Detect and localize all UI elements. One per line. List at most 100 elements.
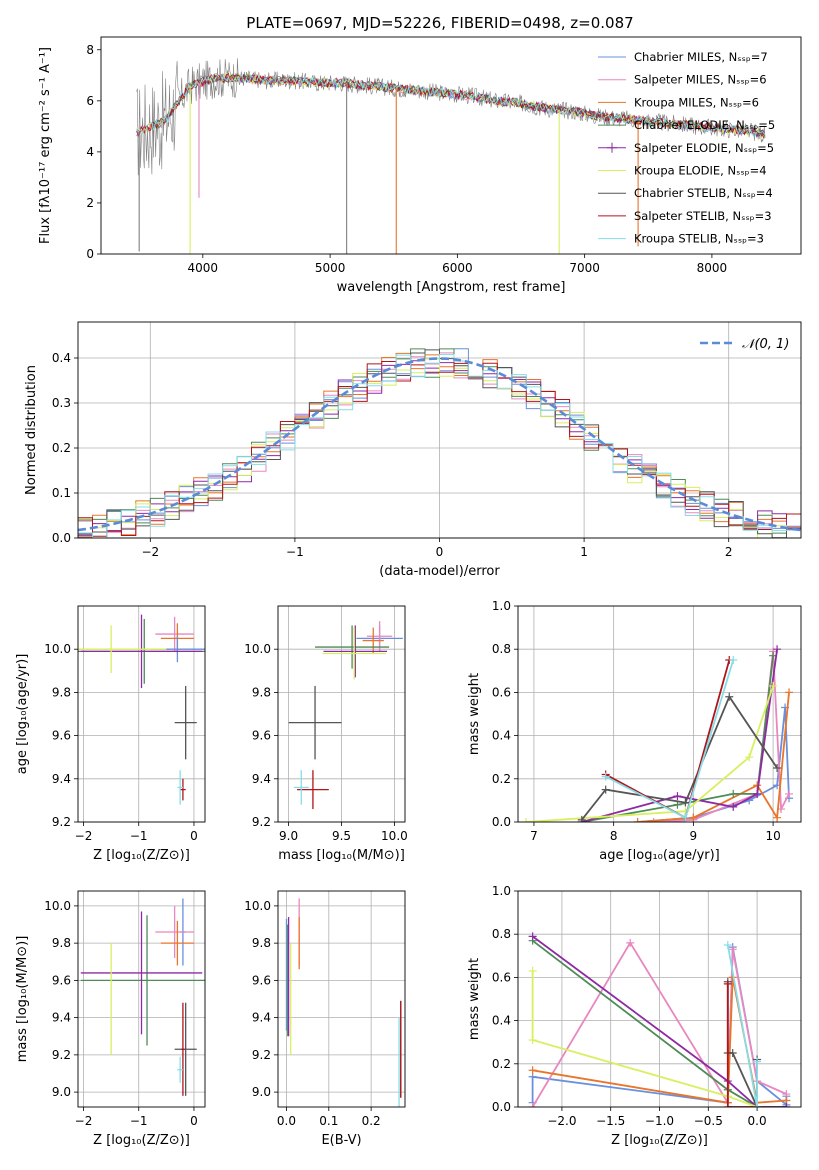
data-point xyxy=(785,789,794,798)
data-point xyxy=(723,979,732,988)
x-axis-label: Z [log₁₀(Z/Z⊙)] xyxy=(611,1133,708,1148)
data-point xyxy=(528,1036,537,1045)
y-tick-label: 9.0 xyxy=(52,1085,71,1099)
x-tick-label: −0.5 xyxy=(694,1114,723,1128)
x-tick-label: 10 xyxy=(765,829,780,843)
data-point xyxy=(528,932,537,941)
x-axis-label: mass [log₁₀(M/M⊙)] xyxy=(278,848,405,863)
series-kroupa-stelib xyxy=(726,944,758,1107)
x-tick-label: −2.0 xyxy=(547,1114,576,1128)
legend-label: Chabrier ELODIE, Nₛₛₚ=5 xyxy=(634,118,775,132)
y-tick-label: 8 xyxy=(86,43,94,57)
data-point xyxy=(729,789,738,798)
y-tick-label: 9.4 xyxy=(52,1011,71,1025)
data-point xyxy=(601,785,610,794)
data-point xyxy=(785,688,794,697)
y-tick-label: 0.6 xyxy=(492,970,511,984)
y-tick-label: 9.2 xyxy=(52,1048,71,1062)
x-axis-label: age [log₁₀(age/yr)] xyxy=(599,848,720,863)
y-tick-label: 9.4 xyxy=(252,1011,271,1025)
data-point xyxy=(673,792,682,801)
spectrum-title: PLATE=0697, MJD=52226, FIBERID=0498, z=0… xyxy=(246,14,633,32)
plot-area xyxy=(80,898,205,1096)
data-point xyxy=(521,818,530,822)
plot-area xyxy=(285,898,402,1107)
data-point xyxy=(729,656,738,664)
x-axis-label: wavelength [Angstrom, rest frame] xyxy=(337,280,566,295)
series-chabrier-elodie xyxy=(532,939,787,1107)
data-point xyxy=(728,945,737,954)
y-tick-label: 9.8 xyxy=(52,685,71,699)
x-tick-label: 2 xyxy=(725,545,733,559)
data-point xyxy=(753,1103,762,1107)
legend-marker xyxy=(607,142,617,153)
plot-area xyxy=(528,932,791,1107)
x-tick-label: 0 xyxy=(436,545,444,559)
x-tick-label: 6000 xyxy=(442,261,473,275)
residual-histogram-panel: −2 −1 0 1 2 0.0 0.1 0.2 0.3 0.4 (data-model)/error… xyxy=(24,321,802,579)
x-tick-label: 1 xyxy=(580,545,588,559)
legend-label: Salpeter ELODIE, Nₛₛₚ=5 xyxy=(634,141,774,155)
data-point xyxy=(753,789,762,798)
y-axis-label: Flux [fλ10⁻¹⁷ erg cm⁻² s⁻¹ A⁻¹] xyxy=(38,47,53,244)
y-tick-label: 9.8 xyxy=(252,685,271,699)
y-tick-label: 0.0 xyxy=(492,815,511,829)
x-tick-label: 7 xyxy=(530,829,538,843)
y-tick-label: 9.4 xyxy=(52,772,71,786)
y-axis-label: mass weight xyxy=(467,673,482,755)
y-tick-label: 9.0 xyxy=(252,1085,271,1099)
y-tick-label: 9.8 xyxy=(252,936,271,950)
x-tick-label: 0 xyxy=(190,1114,198,1128)
data-point xyxy=(769,681,778,690)
histogram-kroupa-stelib xyxy=(78,354,801,538)
y-tick-label: 10.0 xyxy=(244,642,271,656)
y-tick-label: 2 xyxy=(86,196,94,210)
y-tick-label: 0.2 xyxy=(492,1057,511,1071)
y-tick-label: 10.0 xyxy=(244,899,271,913)
axes-frame xyxy=(77,605,206,823)
mass-weight-vs-metallicity-panel: −2.0 −1.5 −1.0 −0.5 0.0 0.0 0.2 0.4 0.6 0.8 1.0 Z [… xyxy=(467,884,802,1148)
plot-area xyxy=(288,621,403,810)
y-tick-label: 9.2 xyxy=(252,1048,271,1062)
x-tick-label: 9.5 xyxy=(332,829,351,843)
y-tick-label: 0 xyxy=(86,247,94,261)
data-point xyxy=(528,966,537,975)
axes-frame xyxy=(77,321,802,539)
x-axis-label: Z [log₁₀(Z/Z⊙)] xyxy=(93,848,190,863)
x-tick-label: 7000 xyxy=(569,261,600,275)
data-point xyxy=(649,818,658,822)
histogram-salpeter-stelib xyxy=(78,361,801,537)
data-point xyxy=(728,1049,737,1057)
spectrum-panel: PLATE=0697, MJD=52226, FIBERID=0498, z=0… xyxy=(38,14,802,295)
y-tick-label: 1.0 xyxy=(492,884,511,898)
x-tick-label: −2 xyxy=(75,1114,93,1128)
data-point xyxy=(528,1066,537,1075)
x-axis-label: E(B-V) xyxy=(321,1133,361,1148)
y-tick-label: 0.2 xyxy=(52,441,71,455)
series-kroupa-elodie xyxy=(531,970,758,1107)
data-point xyxy=(601,772,610,781)
plot-area xyxy=(78,614,205,805)
legend-label: 𝒩(0, 1) xyxy=(742,337,789,352)
data-point xyxy=(753,1057,762,1066)
y-tick-label: 4 xyxy=(86,145,94,159)
y-tick-label: 0.4 xyxy=(52,351,71,365)
x-tick-label: 0.2 xyxy=(362,1114,381,1128)
mass-weight-vs-age-panel: 7 8 9 10 0.0 0.2 0.4 0.6 0.8 1.0 age [log₁₀(age/yr… xyxy=(467,599,802,863)
axes-frame xyxy=(100,36,802,255)
data-point xyxy=(725,692,734,701)
data-point xyxy=(729,802,738,811)
x-tick-label: −2 xyxy=(75,829,93,843)
data-point xyxy=(773,813,782,822)
gaussian-curve xyxy=(78,357,801,532)
y-tick-label: 0.6 xyxy=(492,685,511,699)
y-tick-label: 0.2 xyxy=(492,772,511,786)
legend-label: Chabrier STELIB, Nₛₛₚ=4 xyxy=(634,186,773,200)
legend-label: Kroupa ELODIE, Nₛₛₚ=4 xyxy=(634,164,767,178)
axes-frame xyxy=(277,890,406,1108)
x-tick-label: 5000 xyxy=(315,261,346,275)
axes-frame xyxy=(517,890,802,1108)
legend-label: Salpeter STELIB, Nₛₛₚ=3 xyxy=(634,209,772,223)
series-salpeter-elodie xyxy=(532,935,787,1107)
legend-label: Chabrier MILES, Nₛₛₚ=7 xyxy=(634,50,768,64)
